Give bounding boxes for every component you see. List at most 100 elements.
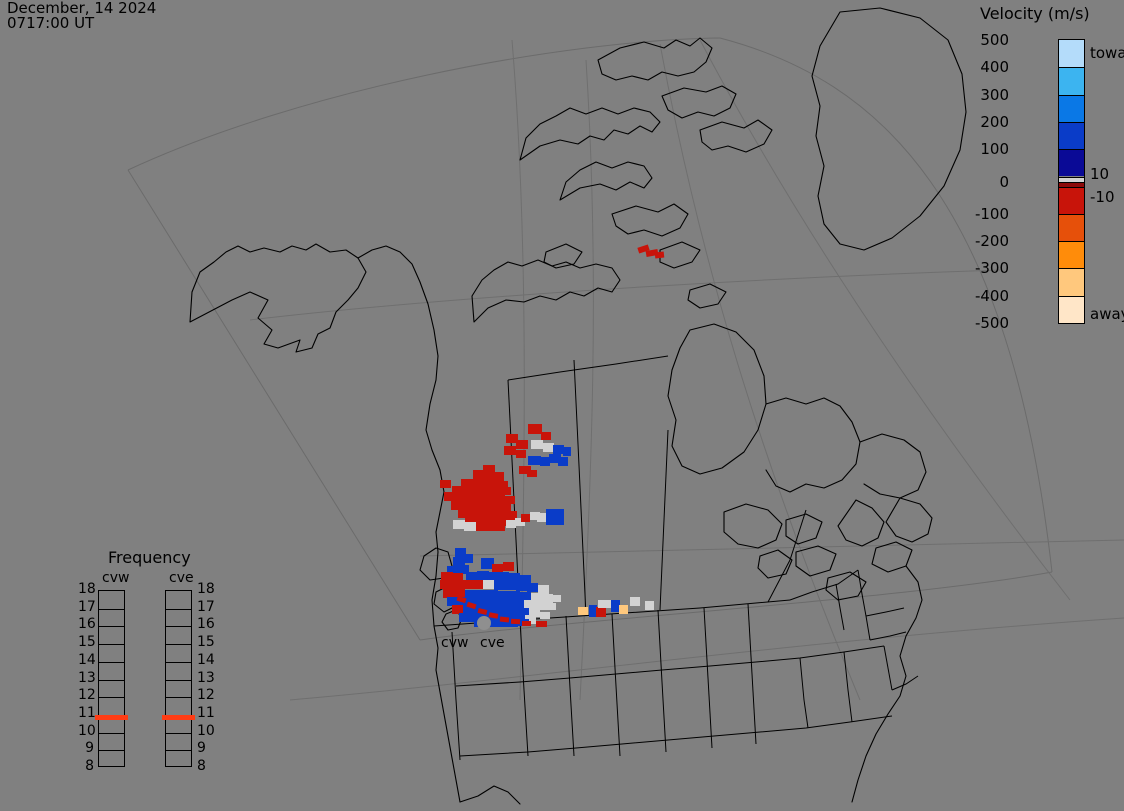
scatter-cell <box>463 554 473 563</box>
frequency-tick-cve-11: 11 <box>197 704 215 721</box>
scatter-cell <box>654 251 665 259</box>
map-coastlines <box>189 7 967 805</box>
scatter-cell <box>461 580 472 589</box>
scatter-cell <box>630 597 640 606</box>
scatter-cell <box>490 488 502 497</box>
colorbar-label-toward: toward <box>1090 44 1124 62</box>
scatter-cell <box>553 445 564 454</box>
frequency-row-divider <box>99 750 124 752</box>
scatter-cell <box>456 595 467 604</box>
scatter-cell <box>507 607 518 616</box>
timestamp-time: 0717:00 UT <box>7 14 95 32</box>
scatter-cell <box>453 557 465 567</box>
scatter-cell <box>527 470 537 477</box>
scatter-cell <box>483 465 495 474</box>
scatter-cell <box>494 522 505 531</box>
frequency-row-divider <box>99 732 124 734</box>
frequency-tick-cve-16: 16 <box>197 616 215 633</box>
radar-site-dot <box>477 616 491 630</box>
scatter-cell <box>440 480 451 488</box>
scatter-cell <box>578 607 588 615</box>
scatter-cell <box>528 424 542 434</box>
scatter-cell <box>596 607 606 617</box>
scatter-cell <box>527 583 538 592</box>
frequency-tick-cvw-14: 14 <box>78 651 96 668</box>
map-graticule <box>127 37 1053 641</box>
scatter-cell <box>619 605 628 614</box>
frequency-row-divider <box>99 661 124 663</box>
scatter-cell <box>447 597 458 606</box>
frequency-tick-cvw-8: 8 <box>85 758 94 774</box>
scatter-cell <box>447 566 458 575</box>
scatter-cell <box>472 479 486 489</box>
scatter-cell <box>440 580 451 589</box>
scatter-cell <box>506 511 517 520</box>
scatter-cell <box>472 580 483 589</box>
frequency-row-divider <box>166 626 191 628</box>
colorbar-segment--400 <box>1059 268 1084 296</box>
frequency-row-divider <box>166 661 191 663</box>
scatter-cell <box>485 606 496 615</box>
scatter-cell <box>563 447 571 456</box>
scatter-cell <box>454 589 465 598</box>
colorbar-tick--400: -400 <box>974 286 1009 305</box>
scatter-cell <box>536 621 547 627</box>
scatter-cell <box>484 509 497 518</box>
scatter-cell <box>496 607 507 616</box>
scatter-cell <box>477 571 489 580</box>
scatter-cell <box>516 450 526 458</box>
scatter-cell <box>518 608 529 617</box>
scatter-cell <box>498 572 509 581</box>
scatter-cell <box>504 446 516 455</box>
scatter-cell <box>451 500 465 510</box>
colorbar-tick-100: 100 <box>980 140 1009 159</box>
scatter-cell <box>505 581 516 590</box>
frequency-tick-cve-10: 10 <box>197 722 215 739</box>
timestamp-date: December, 14 2024 <box>7 0 157 17</box>
frequency-tick-cve-14: 14 <box>197 651 215 668</box>
scatter-cell <box>537 513 548 522</box>
scatter-cell <box>494 495 505 504</box>
frequency-tick-cvw-10: 10 <box>78 722 96 739</box>
colorbar-segment-500 <box>1059 40 1084 68</box>
frequency-tick-cvw-11: 11 <box>78 704 96 721</box>
frequency-marker-cve <box>162 715 195 721</box>
colorbar-tick-300: 300 <box>980 85 1009 104</box>
scatter-cell <box>531 440 543 449</box>
scatter-cell <box>482 494 495 503</box>
scatter-cell <box>492 564 503 573</box>
scatter-cell <box>473 470 485 479</box>
frequency-row-divider <box>166 608 191 610</box>
colorbar-label-pos10: 10 <box>1090 164 1110 183</box>
scatter-cell <box>501 487 511 495</box>
scatter-cell <box>598 600 611 608</box>
velocity-colorbar: Velocity (m/s) 500 400 300 200 100 0 -100 -200 -… <box>972 2 1124 332</box>
scatter-cell <box>458 508 472 518</box>
scatter-cell <box>529 608 540 617</box>
frequency-row-divider <box>166 714 191 716</box>
scatter-cell <box>499 616 510 623</box>
scatter-cell <box>496 510 507 519</box>
frequency-box-cvw <box>98 590 125 767</box>
scatter-cell <box>469 598 480 607</box>
frequency-tick-cvw-18: 18 <box>78 581 96 597</box>
scatter-cell <box>483 522 495 531</box>
scatter-cell <box>477 487 491 497</box>
colorbar-segment-400 <box>1059 67 1084 95</box>
scatter-cell <box>464 522 476 531</box>
frequency-row-divider <box>99 697 124 699</box>
scatter-cell <box>510 618 521 625</box>
scatter-cell <box>531 593 542 602</box>
frequency-tick-cve-17: 17 <box>197 598 215 615</box>
scatter-cell <box>494 472 504 481</box>
frequency-row-divider <box>166 679 191 681</box>
scatter-cell <box>466 572 478 581</box>
velocity-colorbar-title: Velocity (m/s) <box>980 4 1090 23</box>
radar-site-label-cvw: cvw <box>441 635 469 651</box>
frequency-row-divider <box>99 714 124 716</box>
scatter-cell <box>488 612 499 619</box>
scatter-cell <box>546 509 564 525</box>
scatter-cell <box>458 565 469 574</box>
scatter-cell <box>521 514 530 522</box>
scatter-cell <box>505 496 515 504</box>
